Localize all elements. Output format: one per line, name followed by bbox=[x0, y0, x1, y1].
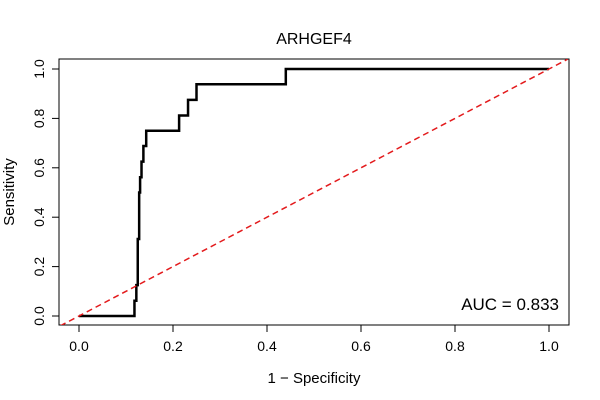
plot-frame bbox=[58, 58, 570, 326]
x-axis-label: 1 − Specificity bbox=[268, 370, 361, 387]
auc-annotation: AUC = 0.833 bbox=[461, 295, 559, 314]
chart-title: ARHGEF4 bbox=[276, 31, 352, 48]
roc-curve-line bbox=[79, 67, 549, 318]
y-tick-label: 0.6 bbox=[31, 158, 47, 178]
x-tick-label: 1.0 bbox=[539, 338, 559, 354]
x-axis: 0.0 0.2 0.4 0.6 0.8 1.0 bbox=[69, 325, 559, 354]
y-tick-label: 0.4 bbox=[31, 207, 47, 227]
y-tick-label: 0.2 bbox=[31, 257, 47, 277]
series-layer bbox=[60, 59, 569, 325]
y-tick-label: 0.8 bbox=[31, 108, 47, 128]
x-tick-label: 0.8 bbox=[445, 338, 465, 354]
x-tick-label: 0.4 bbox=[257, 338, 277, 354]
x-tick-label: 0.2 bbox=[163, 338, 183, 354]
x-tick-label: 0.0 bbox=[69, 338, 89, 354]
x-tick-label: 0.6 bbox=[351, 338, 371, 354]
y-tick-label: 0.0 bbox=[31, 306, 47, 326]
y-axis: 0.0 0.2 0.4 0.6 0.8 1.0 bbox=[31, 59, 59, 326]
y-axis-label: Sensitivity bbox=[1, 158, 18, 226]
reference-diagonal-line bbox=[60, 59, 569, 325]
y-tick-label: 1.0 bbox=[31, 59, 47, 79]
